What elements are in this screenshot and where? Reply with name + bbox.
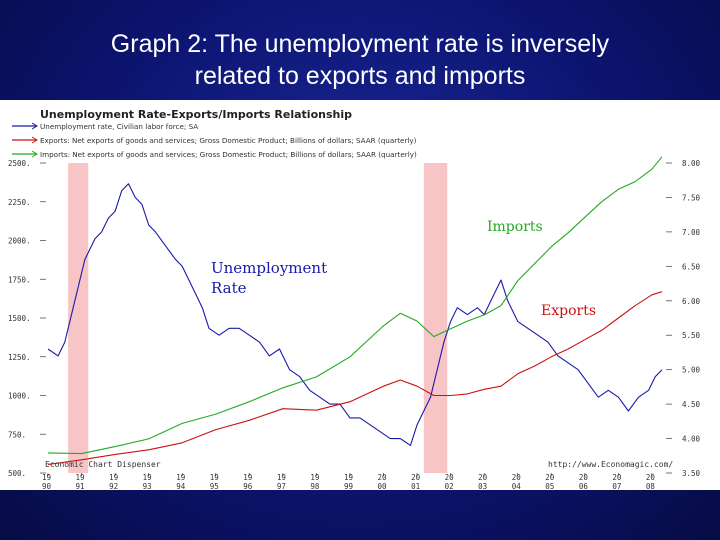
x-tick-label-bottom: 97	[277, 482, 286, 490]
x-tick-label-bottom: 98	[310, 482, 320, 490]
left-tick-label: 2500.	[8, 159, 31, 168]
x-tick-label-bottom: 07	[612, 482, 621, 490]
annotation-unemployment-line1: Unemployment	[211, 259, 327, 277]
x-tick-label-bottom: 05	[545, 482, 554, 490]
left-tick-label: 750.	[8, 430, 26, 439]
x-tick-label-bottom: 02	[445, 482, 454, 490]
legend-label-3: Imports: Net exports of goods and servic…	[40, 150, 417, 159]
left-tick-label: 500.	[8, 469, 26, 478]
x-tick-label-top: 20	[579, 473, 589, 482]
x-tick-label-top: 20	[612, 473, 622, 482]
recession-bands	[68, 163, 448, 473]
recession-band-1	[68, 163, 89, 473]
right-tick-label: 8.00	[682, 159, 701, 168]
x-tick-label-bottom: 03	[478, 482, 487, 490]
chart: Unemployment Rate-Exports/Imports Relati…	[8, 108, 701, 490]
x-tick-label-bottom: 91	[76, 482, 85, 490]
footer-url: http://www.Economagic.com/	[548, 460, 673, 469]
chart-title: Unemployment Rate-Exports/Imports Relati…	[40, 108, 352, 121]
chart-panel: Unemployment Rate-Exports/Imports Relati…	[0, 100, 720, 490]
x-tick-label-top: 19	[42, 473, 51, 482]
right-tick-label: 3.50	[682, 469, 701, 478]
right-tick-label: 5.50	[682, 331, 701, 340]
x-tick-label-top: 20	[646, 473, 656, 482]
x-tick-label-top: 20	[512, 473, 522, 482]
recession-band-2	[423, 163, 448, 473]
annotations: Imports Exports Unemployment Rate	[211, 219, 596, 319]
x-tick-label-bottom: 95	[210, 482, 219, 490]
legend-arrow-1	[31, 122, 38, 130]
annotation-imports: Imports	[487, 219, 543, 235]
slide-title-line-2: related to exports and imports	[194, 62, 526, 90]
x-tick-label-top: 19	[143, 473, 152, 482]
x-tick-label-top: 20	[411, 473, 421, 482]
x-tick-label-bottom: 00	[378, 482, 388, 490]
right-axis: 3.50 4.00 4.50 5.00 5.50 6.00 6.50 7.00 7.50 8.00	[666, 159, 701, 478]
footer-source: Economic Chart Dispenser	[45, 460, 161, 469]
x-tick-label-top: 19	[277, 473, 286, 482]
left-tick-label: 1750.	[8, 275, 31, 284]
x-tick-label-top: 19	[210, 473, 219, 482]
x-tick-label-top: 19	[344, 473, 353, 482]
series-line-unemployment-rate	[47, 183, 663, 446]
x-tick-label-bottom: 93	[143, 482, 152, 490]
x-tick-label-bottom: 04	[512, 482, 522, 490]
x-tick-label-bottom: 99	[344, 482, 353, 490]
left-tick-label: 1250.	[8, 353, 31, 362]
x-tick-label-bottom: 96	[243, 482, 253, 490]
x-tick-label-bottom: 08	[646, 482, 656, 490]
x-tick-label-top: 19	[243, 473, 252, 482]
slide-title-line-1: Graph 2: The unemployment rate is invers…	[110, 30, 610, 58]
left-tick-label: 1000.	[8, 392, 31, 401]
x-tick-label-bottom: 01	[411, 482, 420, 490]
right-tick-label: 6.00	[682, 297, 701, 306]
legend-label-1: Unemployment rate, Civilian labor force;…	[40, 122, 198, 131]
left-tick-label: 2250.	[8, 198, 31, 207]
chart-header: Unemployment Rate-Exports/Imports Relati…	[40, 108, 352, 121]
right-tick-label: 5.00	[682, 366, 701, 375]
series-lines	[47, 156, 663, 466]
left-axis: 500. 750. 1000. 1250. 1500. 1750. 2000. 2250. 25…	[8, 159, 46, 478]
x-tick-label-bottom: 90	[42, 482, 52, 490]
annotation-exports: Exports	[541, 303, 596, 319]
left-tick-label: 2000.	[8, 237, 31, 246]
chart-footer: Economic Chart Dispenser http://www.Econ…	[45, 460, 673, 469]
legend-arrow-2	[31, 136, 38, 144]
x-tick-label-top: 20	[478, 473, 488, 482]
x-tick-label-top: 20	[378, 473, 388, 482]
right-tick-label: 6.50	[682, 262, 701, 271]
x-tick-label-bottom: 92	[109, 482, 118, 490]
series-line-exports	[47, 291, 663, 466]
x-tick-label-top: 19	[310, 473, 319, 482]
right-tick-label: 7.50	[682, 193, 701, 202]
x-tick-label-top: 20	[445, 473, 455, 482]
x-tick-label-bottom: 94	[176, 482, 186, 490]
x-tick-label-top: 19	[176, 473, 185, 482]
x-tick-label-bottom: 06	[579, 482, 589, 490]
right-tick-label: 4.00	[682, 435, 701, 444]
series-line-imports	[47, 156, 663, 455]
left-tick-label: 1500.	[8, 314, 31, 323]
right-tick-label: 4.50	[682, 400, 701, 409]
x-tick-label-top: 19	[109, 473, 118, 482]
legend: Unemployment rate, Civilian labor force;…	[12, 122, 417, 159]
legend-label-2: Exports: Net exports of goods and servic…	[40, 136, 417, 145]
x-tick-label-top: 19	[76, 473, 85, 482]
annotation-unemployment-line2: Rate	[211, 279, 247, 297]
legend-arrow-3	[31, 150, 38, 158]
slide-title: Graph 2: The unemployment rate is invers…	[0, 28, 720, 92]
x-axis: 1990199119921993199419951996199719981999…	[42, 473, 655, 490]
x-tick-label-top: 20	[545, 473, 555, 482]
right-tick-label: 7.00	[682, 228, 701, 237]
